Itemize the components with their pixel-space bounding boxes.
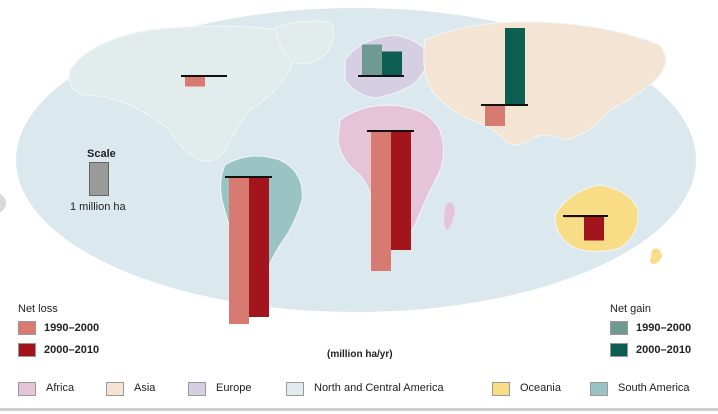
scale-title: Scale	[87, 148, 116, 160]
net-loss-2000-swatch	[18, 343, 36, 357]
bar-africa-1990-2000	[371, 131, 391, 271]
net-loss-1990-label: 1990–2000	[44, 322, 100, 334]
legend-asia-label: Asia	[134, 382, 156, 394]
legend-oceania-swatch	[492, 382, 510, 396]
bar-asia-1990-2000	[485, 105, 505, 126]
net-loss-1990-swatch	[18, 321, 36, 335]
legend-asia-swatch	[106, 382, 124, 396]
net-loss-title: Net loss	[18, 303, 58, 315]
legend-europe-swatch	[188, 382, 206, 396]
bar-europe-2000-2010	[382, 51, 402, 76]
unit-label: (million ha/yr)	[327, 349, 393, 360]
legend-oceania-label: Oceania	[520, 382, 561, 394]
legend-africa-swatch	[18, 382, 36, 396]
asia-landmass	[423, 21, 667, 146]
legend-north-central-america-swatch	[286, 382, 304, 396]
net-gain-1990-swatch	[610, 321, 628, 335]
bar-south-america-1990-2000	[229, 177, 249, 324]
net-gain-2000-swatch	[610, 343, 628, 357]
bar-south-america-2000-2010	[249, 177, 269, 317]
net-gain-2000-label: 2000–2010	[636, 344, 692, 356]
new-zealand-landmass	[650, 248, 662, 264]
bar-asia-2000-2010	[505, 28, 525, 105]
bottom-divider	[0, 408, 718, 411]
net-loss-2000-label: 2000–2010	[44, 344, 100, 356]
net-gain-title: Net gain	[610, 303, 651, 315]
legend-south-america-swatch	[590, 382, 608, 396]
legend-north-central-america-label: North and Central America	[314, 382, 444, 394]
scale-label: 1 million ha	[70, 201, 126, 213]
north-america-landmass	[68, 25, 294, 162]
legend-africa-label: Africa	[46, 382, 75, 394]
bars-layer	[181, 28, 608, 324]
legend-europe-label: Europe	[216, 382, 252, 394]
bar-africa-2000-2010	[391, 131, 411, 250]
legend-south-america-label: South America	[618, 382, 690, 394]
greenland-landmass	[274, 20, 335, 65]
bar-north-and-central-america-1990-2000	[185, 76, 205, 87]
side-handle	[0, 193, 6, 213]
scale-bar	[89, 162, 109, 196]
madagascar-landmass	[444, 202, 455, 230]
bar-europe-1990-2000	[362, 44, 382, 76]
bar-oceania-2000-2010	[584, 216, 604, 241]
net-gain-1990-label: 1990–2000	[636, 322, 692, 334]
